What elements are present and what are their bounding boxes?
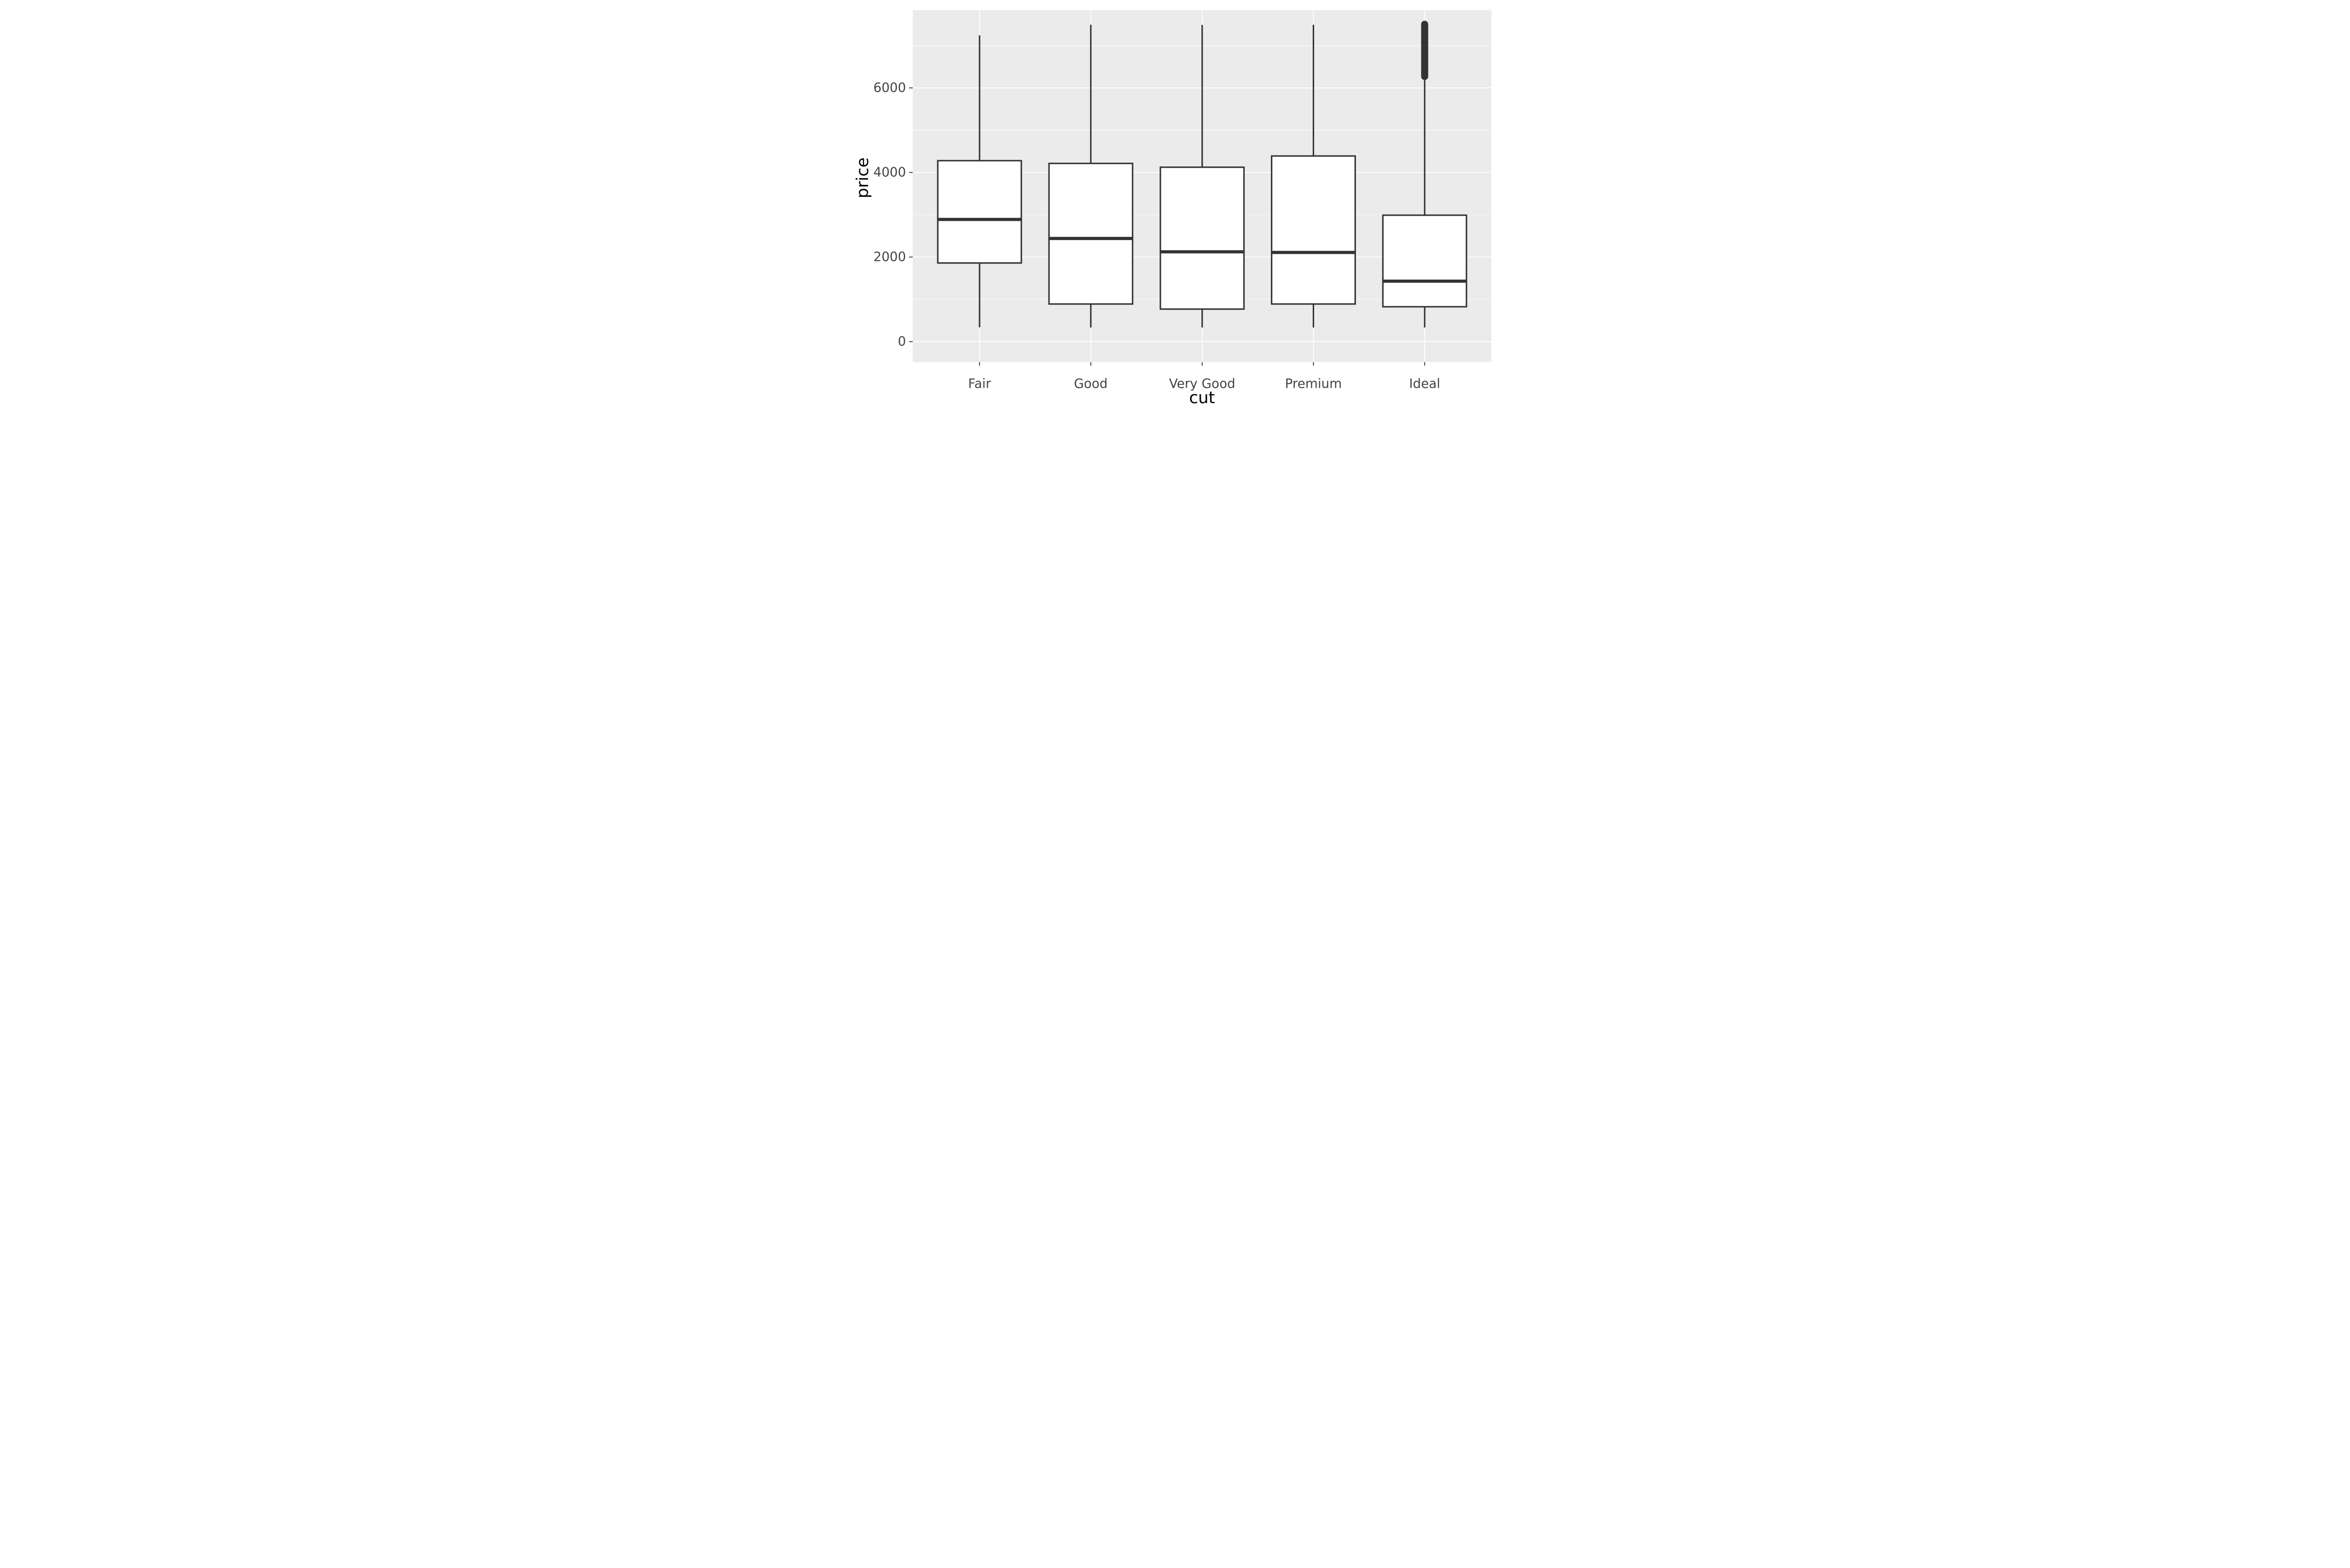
y-axis-title: price: [854, 157, 872, 198]
iqr-box: [1382, 214, 1467, 308]
outlier-dense-column: [1421, 21, 1428, 80]
plot-svg: 0 2000 4000 6000 Fair Good Very Good Premium Ide…: [846, 0, 1504, 407]
boxplot-figure: 0 2000 4000 6000 Fair Good Very Good Premium Ide…: [846, 0, 1504, 407]
x-tick-label: Very Good: [1169, 377, 1235, 391]
iqr-box: [1271, 155, 1356, 305]
y-tick-label: 0: [898, 335, 906, 349]
y-tick-label: 2000: [873, 250, 906, 265]
boxplot-ideal: [1382, 21, 1467, 328]
x-tick-label: Premium: [1285, 377, 1342, 391]
boxplot-very-good: [1159, 25, 1245, 328]
x-tick-label: Good: [1074, 377, 1108, 391]
iqr-box: [937, 160, 1022, 264]
x-tick-label: Ideal: [1409, 377, 1440, 391]
x-axis-title: cut: [1189, 389, 1215, 406]
y-tick-label: 4000: [873, 165, 906, 180]
x-tick-label: Fair: [968, 377, 991, 391]
boxplot-good: [1048, 24, 1134, 328]
iqr-box: [1159, 166, 1245, 310]
y-tick-label: 6000: [873, 81, 906, 95]
boxplot-premium: [1271, 24, 1356, 328]
boxplot-fair: [937, 35, 1022, 328]
iqr-box: [1048, 163, 1134, 305]
